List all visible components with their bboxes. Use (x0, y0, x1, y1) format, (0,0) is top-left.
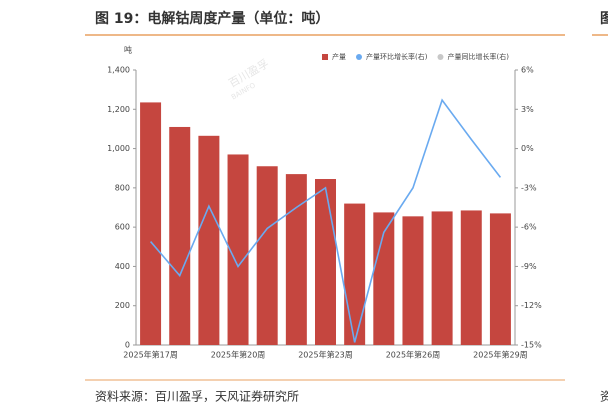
y-tick-label: 1,200 (107, 105, 130, 114)
bar (344, 203, 366, 345)
y-tick-label: 400 (115, 262, 130, 271)
bar (402, 216, 424, 345)
legend-label: 产量同比增长率(右) (447, 52, 509, 61)
x-tick-label: 2025年第17周 (123, 350, 178, 360)
y-tick-label: 600 (115, 223, 130, 232)
y2-tick-label: -15% (521, 341, 542, 350)
bar (373, 212, 395, 345)
y-tick-label: 1,400 (107, 66, 130, 75)
legend-swatch (356, 54, 362, 60)
y2-tick-label: 6% (521, 66, 534, 75)
y2-tick-label: -6% (521, 223, 537, 232)
y2-tick-label: -3% (521, 183, 537, 192)
bar (256, 166, 278, 345)
y2-tick-label: 0% (521, 144, 534, 153)
bar (169, 126, 191, 345)
bar (489, 213, 511, 345)
y-unit: 吨 (124, 45, 132, 55)
x-tick-label: 2025年第26周 (386, 350, 441, 360)
bar (140, 102, 162, 346)
bar (460, 210, 482, 345)
y-tick-label: 1,000 (107, 144, 130, 153)
y2-tick-label: -9% (521, 262, 537, 271)
legend-label: 产量 (332, 52, 346, 61)
source: 资料来源：百川盈孚，天风证券研究所 (95, 389, 299, 404)
legend-swatch (322, 54, 328, 60)
bar (431, 211, 453, 345)
legend-label: 产量环比增长率(右) (366, 52, 428, 61)
x-tick-label: 2025年第29周 (473, 350, 528, 360)
bar (227, 154, 249, 345)
line (149, 98, 502, 343)
next-source: 资 (600, 390, 608, 404)
y-tick-label: 200 (115, 301, 130, 310)
y2-tick-label: 3% (521, 105, 534, 114)
y-tick-label: 800 (115, 183, 130, 192)
x-tick-label: 2025年第20周 (211, 350, 266, 360)
bar (315, 179, 336, 345)
x-tick-label: 2025年第23周 (298, 350, 353, 360)
legend-swatch (437, 54, 444, 60)
y-tick-label: 0 (125, 341, 130, 350)
chart-title: 图 19：电解钴周度产量（单位：吨） (95, 10, 329, 27)
next-title: 图 (600, 11, 608, 27)
bar (285, 174, 307, 345)
bar (198, 135, 220, 345)
y2-tick-label: -12% (521, 301, 542, 310)
